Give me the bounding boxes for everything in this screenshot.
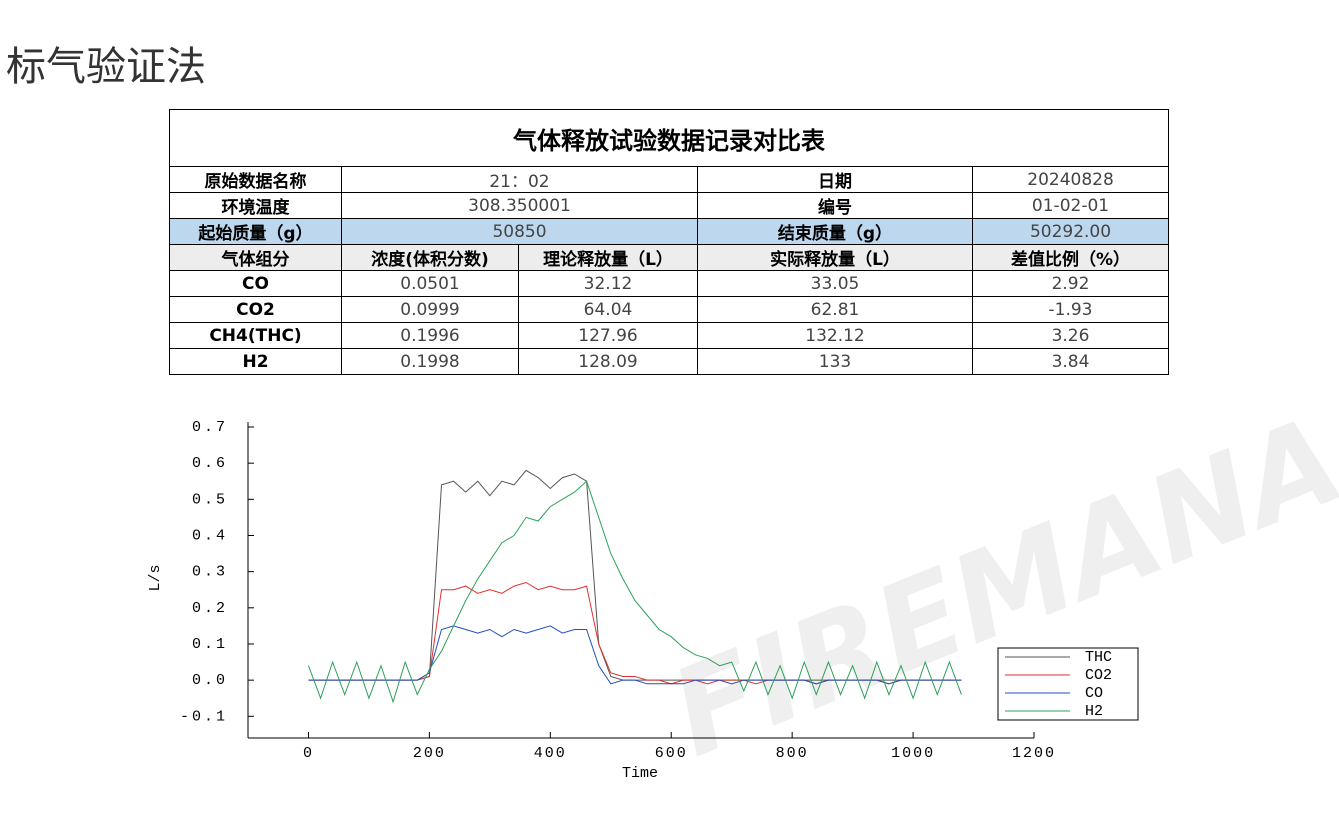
- watermark: FIREMANA: [653, 391, 1339, 785]
- cell: 起始质量（g）: [169, 218, 342, 245]
- header-cell: 理论释放量（L）: [518, 244, 698, 271]
- cell: 21：02: [341, 166, 698, 193]
- x-tick-label: 0: [303, 745, 314, 762]
- cell: 0.0999: [341, 296, 519, 323]
- y-axis-title: L/s: [147, 564, 164, 591]
- cell: 308.350001: [341, 192, 698, 219]
- cell: 64.04: [518, 296, 698, 323]
- table-title: 气体释放试验数据记录对比表: [168, 109, 1170, 167]
- y-tick-label: 0.3: [192, 564, 228, 581]
- cell: 日期: [697, 166, 973, 193]
- cell: 0.1996: [341, 322, 519, 349]
- cell: CO: [169, 270, 342, 297]
- chart: FIREMANA Time L/s 0.7 0.6 0.5 0.4 0.3 0.2 0.1 0…: [147, 391, 1339, 785]
- cell: 2.92: [971, 270, 1170, 297]
- legend-label: THC: [1085, 649, 1112, 666]
- legend-label: CO2: [1085, 667, 1112, 684]
- cell: 编号: [697, 192, 973, 219]
- series-line: [308, 480, 962, 704]
- y-tick-label: 0.6: [192, 455, 228, 472]
- cell: 128.09: [518, 348, 698, 375]
- cell: 0.0501: [341, 270, 519, 297]
- legend-label: H2: [1085, 703, 1103, 720]
- y-tick-label: 0.2: [192, 600, 228, 617]
- cell: 环境温度: [169, 192, 342, 219]
- cell: 50850: [341, 218, 698, 245]
- data-table: 气体释放试验数据记录对比表 原始数据名称 21：02 日期 20240828 环境温度…: [168, 109, 1170, 375]
- cell: 20240828: [971, 166, 1170, 193]
- cell: H2: [169, 348, 342, 375]
- y-tick-label: 0.0: [192, 672, 228, 689]
- cell: 133: [697, 348, 973, 375]
- y-tick-label: 0.7: [192, 419, 228, 436]
- cell: 结束质量（g）: [697, 218, 973, 245]
- y-tick-label: -0.1: [180, 708, 228, 725]
- cell: CO2: [169, 296, 342, 323]
- cell: 01-02-01: [971, 192, 1170, 219]
- cell: 3.84: [971, 348, 1170, 375]
- page-title: 标气验证法: [6, 44, 206, 90]
- header-cell: 实际释放量（L）: [697, 244, 973, 271]
- x-tick-label: 1000: [891, 745, 935, 762]
- legend-box: [997, 647, 1139, 721]
- cell: 32.12: [518, 270, 698, 297]
- cell: 132.12: [697, 322, 973, 349]
- legend-label: CO: [1085, 685, 1103, 702]
- cell: 127.96: [518, 322, 698, 349]
- x-axis-title: Time: [622, 765, 658, 782]
- cell: 0.1998: [341, 348, 519, 375]
- cell: 62.81: [697, 296, 973, 323]
- cell: -1.93: [971, 296, 1170, 323]
- x-tick-label: 800: [776, 745, 809, 762]
- x-tick-label: 600: [655, 745, 688, 762]
- header-cell: 差值比例（%）: [971, 244, 1170, 271]
- x-tick-label: 400: [534, 745, 567, 762]
- x-tick-label: 1200: [1012, 745, 1056, 762]
- cell: 50292.00: [971, 218, 1170, 245]
- cell: 33.05: [697, 270, 973, 297]
- table-body: CO 0.0501 32.12 33.05 2.92 CO2 0.0999 64.04 62.8…: [169, 270, 1170, 375]
- cell: 3.26: [971, 322, 1170, 349]
- y-tick-label: 0.4: [192, 527, 228, 544]
- cell: 原始数据名称: [169, 166, 342, 193]
- header-cell: 气体组分: [169, 244, 342, 271]
- series-line: [308, 625, 962, 685]
- cell: CH4(THC): [169, 322, 342, 349]
- y-tick-label: 0.1: [192, 636, 228, 653]
- x-tick-label: 200: [413, 745, 446, 762]
- header-cell: 浓度(体积分数): [341, 244, 519, 271]
- y-tick-label: 0.5: [192, 491, 228, 508]
